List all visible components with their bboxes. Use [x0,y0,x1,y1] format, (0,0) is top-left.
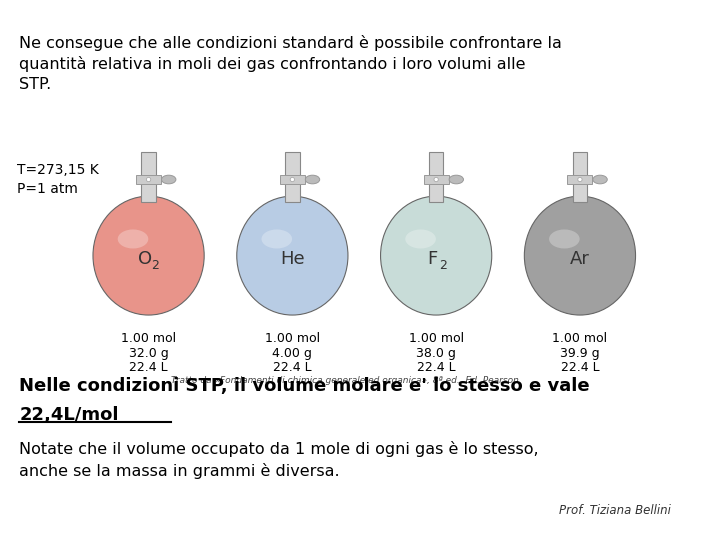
Text: 38.0 g: 38.0 g [416,347,456,360]
Ellipse shape [290,177,294,181]
Text: 1.00 mol: 1.00 mol [408,332,464,345]
Bar [567,175,593,184]
Ellipse shape [118,230,148,248]
Ellipse shape [381,196,492,315]
Ellipse shape [593,175,607,184]
Ellipse shape [237,196,348,315]
Text: Prof. Tiziana Bellini: Prof. Tiziana Bellini [559,504,671,517]
Text: T=273,15 K
P=1 atm: T=273,15 K P=1 atm [17,163,99,196]
Text: 32.0 g: 32.0 g [129,347,168,360]
Text: 2: 2 [439,259,447,272]
Ellipse shape [524,196,636,315]
Text: 39.9 g: 39.9 g [560,347,600,360]
Text: Ne consegue che alle condizioni standard è possibile confrontare la
quantità rel: Ne consegue che alle condizioni standard… [19,35,562,92]
Text: Nelle condizioni STP, il volume molare e' lo stesso e vale: Nelle condizioni STP, il volume molare e… [19,377,590,395]
Ellipse shape [449,175,464,184]
Text: He: He [280,251,305,268]
Bar [136,175,161,184]
Text: 1.00 mol: 1.00 mol [552,332,608,345]
Text: Notate che il volume occupato da 1 mole di ogni gas è lo stesso,
anche se la mas: Notate che il volume occupato da 1 mole … [19,441,539,479]
Bar [423,175,449,184]
Ellipse shape [261,230,292,248]
Text: 22.4 L: 22.4 L [561,361,599,374]
Text: 22.4 L: 22.4 L [417,361,456,374]
Text: 2: 2 [151,259,159,272]
Bar [429,152,444,202]
Ellipse shape [405,230,436,248]
Ellipse shape [146,177,150,181]
Ellipse shape [549,230,580,248]
Text: 22.4 L: 22.4 L [273,361,312,374]
Ellipse shape [305,175,320,184]
Bar [572,152,587,202]
Bar [141,152,156,202]
Ellipse shape [161,175,176,184]
Text: 1.00 mol: 1.00 mol [265,332,320,345]
Text: Ar: Ar [570,251,590,268]
Text: 1.00 mol: 1.00 mol [121,332,176,345]
Bar [285,152,300,202]
Text: Tratto da «Fondamenti di chimica generale ed organica», 8ª ed., Ed. Pearson: Tratto da «Fondamenti di chimica general… [171,376,519,386]
Text: O: O [138,251,152,268]
Ellipse shape [93,196,204,315]
Ellipse shape [434,177,438,181]
Text: 22.4 L: 22.4 L [130,361,168,374]
Text: 4.00 g: 4.00 g [272,347,312,360]
Text: F: F [427,251,438,268]
Bar [280,175,305,184]
Ellipse shape [577,177,582,181]
Text: 22,4L/mol: 22,4L/mol [19,406,119,424]
